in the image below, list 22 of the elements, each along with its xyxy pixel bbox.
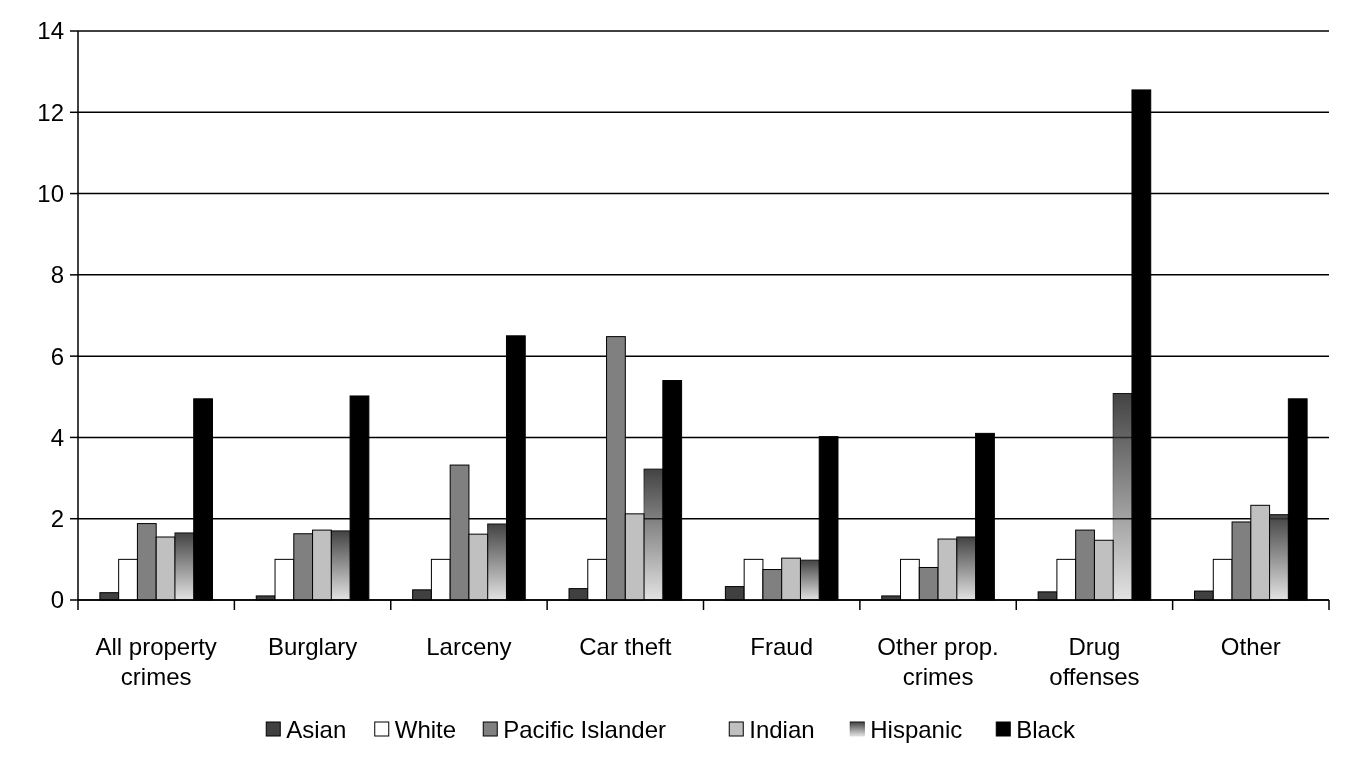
- y-tick-label: 6: [50, 342, 64, 370]
- legend-label: Indian: [749, 716, 815, 744]
- legend-label: Asian: [286, 716, 347, 744]
- x-tick-label: All property crimes: [95, 633, 217, 690]
- x-tick-label: Fraud: [750, 633, 814, 660]
- y-tick-label: 12: [37, 98, 64, 126]
- legend-label: Pacific Islander: [503, 716, 666, 744]
- y-tick-label: 14: [37, 17, 64, 45]
- x-tick-label: Larceny: [426, 633, 512, 660]
- y-tick-label: 4: [50, 423, 64, 451]
- x-tick-label: Drug offenses: [1049, 633, 1140, 690]
- legend-label: Black: [1016, 716, 1076, 744]
- x-tick-label: Other: [1220, 633, 1281, 660]
- y-tick-label: 10: [37, 179, 64, 207]
- legend-label: Hispanic: [870, 716, 963, 744]
- y-tick-label: 0: [50, 586, 64, 614]
- y-tick-label: 2: [50, 505, 64, 533]
- x-tick-label: Car theft: [579, 633, 672, 660]
- legend-label: White: [394, 716, 457, 744]
- x-tick-label: Burglary: [267, 633, 358, 660]
- x-tick-label: Other prop. crimes: [877, 633, 999, 690]
- y-tick-label: 8: [50, 261, 64, 289]
